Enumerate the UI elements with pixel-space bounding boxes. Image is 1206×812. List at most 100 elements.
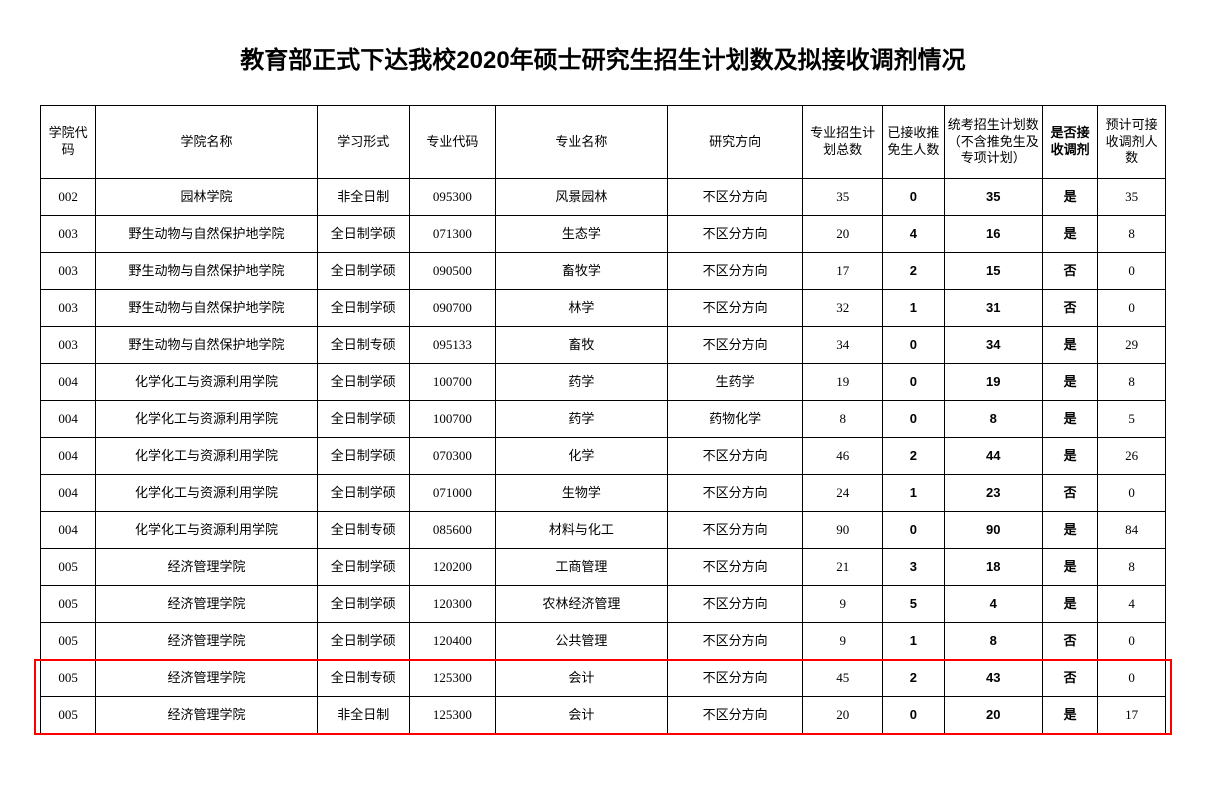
cell-accept-adjust: 是 [1042, 401, 1097, 438]
table-row: 004化学化工与资源利用学院全日制学硕071000生物学不区分方向24123否0 [41, 475, 1166, 512]
cell-est-adjust: 0 [1098, 253, 1166, 290]
cell-major-name: 会计 [495, 660, 667, 697]
cell-plan-total: 9 [803, 586, 883, 623]
cell-major-code: 085600 [409, 512, 495, 549]
cell-exam-plan: 18 [944, 549, 1042, 586]
cell-study-form: 非全日制 [317, 697, 409, 734]
header-est-adjust: 预计可接收调剂人数 [1098, 106, 1166, 179]
cell-direction: 不区分方向 [668, 475, 803, 512]
cell-college-code: 004 [41, 438, 96, 475]
cell-plan-total: 46 [803, 438, 883, 475]
cell-exam-plan: 90 [944, 512, 1042, 549]
cell-major-code: 100700 [409, 364, 495, 401]
header-major-name: 专业名称 [495, 106, 667, 179]
table-body: 002园林学院非全日制095300风景园林不区分方向35035是35003野生动… [41, 179, 1166, 734]
cell-college-code: 004 [41, 512, 96, 549]
cell-rec-exempt: 0 [883, 179, 944, 216]
cell-direction: 不区分方向 [668, 660, 803, 697]
table-row: 003野生动物与自然保护地学院全日制学硕071300生态学不区分方向20416是… [41, 216, 1166, 253]
cell-study-form: 全日制学硕 [317, 475, 409, 512]
cell-accept-adjust: 是 [1042, 586, 1097, 623]
cell-direction: 不区分方向 [668, 623, 803, 660]
cell-accept-adjust: 是 [1042, 327, 1097, 364]
cell-college-code: 005 [41, 697, 96, 734]
cell-college-name: 野生动物与自然保护地学院 [96, 327, 317, 364]
cell-major-name: 林学 [495, 290, 667, 327]
cell-major-code: 125300 [409, 660, 495, 697]
cell-major-code: 095300 [409, 179, 495, 216]
cell-major-name: 风景园林 [495, 179, 667, 216]
cell-major-name: 药学 [495, 364, 667, 401]
cell-major-name: 生物学 [495, 475, 667, 512]
cell-rec-exempt: 2 [883, 438, 944, 475]
cell-accept-adjust: 否 [1042, 660, 1097, 697]
cell-direction: 不区分方向 [668, 179, 803, 216]
cell-rec-exempt: 1 [883, 290, 944, 327]
cell-accept-adjust: 是 [1042, 549, 1097, 586]
cell-accept-adjust: 否 [1042, 475, 1097, 512]
cell-major-code: 095133 [409, 327, 495, 364]
cell-rec-exempt: 3 [883, 549, 944, 586]
cell-major-code: 120400 [409, 623, 495, 660]
cell-major-name: 药学 [495, 401, 667, 438]
cell-study-form: 全日制学硕 [317, 364, 409, 401]
cell-major-code: 090700 [409, 290, 495, 327]
cell-college-name: 化学化工与资源利用学院 [96, 438, 317, 475]
cell-study-form: 全日制专硕 [317, 660, 409, 697]
cell-college-name: 化学化工与资源利用学院 [96, 475, 317, 512]
cell-accept-adjust: 否 [1042, 290, 1097, 327]
cell-college-name: 经济管理学院 [96, 586, 317, 623]
cell-college-code: 003 [41, 253, 96, 290]
cell-plan-total: 9 [803, 623, 883, 660]
cell-study-form: 全日制专硕 [317, 512, 409, 549]
header-direction: 研究方向 [668, 106, 803, 179]
table-row: 005经济管理学院全日制学硕120400公共管理不区分方向918否0 [41, 623, 1166, 660]
cell-study-form: 全日制学硕 [317, 438, 409, 475]
cell-study-form: 非全日制 [317, 179, 409, 216]
cell-exam-plan: 4 [944, 586, 1042, 623]
cell-major-name: 畜牧 [495, 327, 667, 364]
cell-rec-exempt: 1 [883, 623, 944, 660]
cell-direction: 不区分方向 [668, 438, 803, 475]
cell-plan-total: 21 [803, 549, 883, 586]
cell-college-code: 002 [41, 179, 96, 216]
cell-study-form: 全日制学硕 [317, 586, 409, 623]
cell-plan-total: 32 [803, 290, 883, 327]
cell-major-code: 070300 [409, 438, 495, 475]
cell-college-name: 园林学院 [96, 179, 317, 216]
cell-major-code: 120200 [409, 549, 495, 586]
cell-major-code: 125300 [409, 697, 495, 734]
cell-est-adjust: 4 [1098, 586, 1166, 623]
cell-est-adjust: 17 [1098, 697, 1166, 734]
table-row: 005经济管理学院全日制学硕120200工商管理不区分方向21318是8 [41, 549, 1166, 586]
cell-direction: 生药学 [668, 364, 803, 401]
cell-study-form: 全日制学硕 [317, 623, 409, 660]
cell-direction: 药物化学 [668, 401, 803, 438]
cell-direction: 不区分方向 [668, 327, 803, 364]
cell-direction: 不区分方向 [668, 549, 803, 586]
table-row: 004化学化工与资源利用学院全日制专硕085600材料与化工不区分方向90090… [41, 512, 1166, 549]
table-container: 学院代码 学院名称 学习形式 专业代码 专业名称 研究方向 专业招生计划总数 已… [40, 105, 1166, 734]
cell-est-adjust: 29 [1098, 327, 1166, 364]
cell-college-code: 004 [41, 401, 96, 438]
cell-rec-exempt: 0 [883, 327, 944, 364]
cell-major-code: 100700 [409, 401, 495, 438]
cell-direction: 不区分方向 [668, 253, 803, 290]
cell-rec-exempt: 0 [883, 401, 944, 438]
cell-plan-total: 17 [803, 253, 883, 290]
cell-major-code: 090500 [409, 253, 495, 290]
cell-exam-plan: 43 [944, 660, 1042, 697]
cell-study-form: 全日制学硕 [317, 549, 409, 586]
cell-accept-adjust: 是 [1042, 438, 1097, 475]
cell-major-name: 工商管理 [495, 549, 667, 586]
cell-est-adjust: 26 [1098, 438, 1166, 475]
cell-major-code: 071300 [409, 216, 495, 253]
cell-college-name: 化学化工与资源利用学院 [96, 512, 317, 549]
cell-direction: 不区分方向 [668, 697, 803, 734]
cell-major-code: 071000 [409, 475, 495, 512]
cell-plan-total: 34 [803, 327, 883, 364]
cell-exam-plan: 34 [944, 327, 1042, 364]
cell-college-name: 经济管理学院 [96, 549, 317, 586]
cell-direction: 不区分方向 [668, 216, 803, 253]
cell-college-code: 003 [41, 290, 96, 327]
